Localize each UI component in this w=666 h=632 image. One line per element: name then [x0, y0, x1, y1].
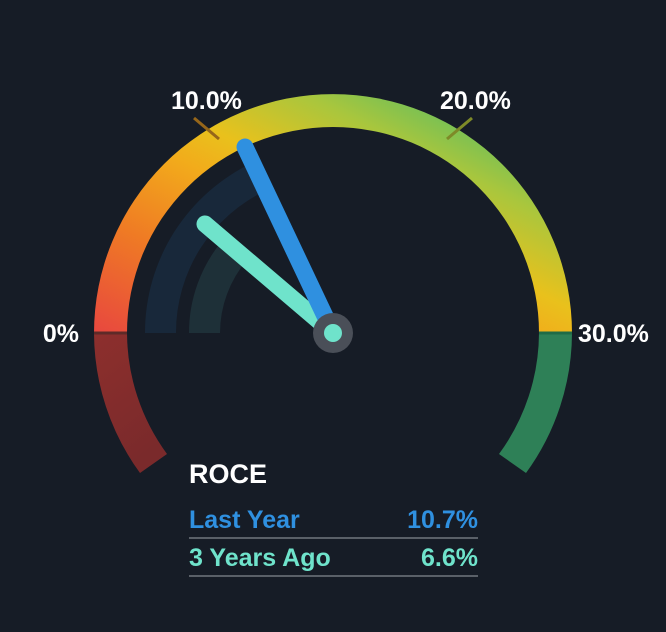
axis-label-20: 20.0% [440, 87, 511, 115]
band-last-year [144, 162, 267, 333]
band-three-years-ago [188, 241, 247, 333]
gauge-legend: ROCE Last Year 10.7% 3 Years Ago 6.6% [189, 459, 478, 577]
axis-label-0: 0% [43, 320, 79, 348]
legend-label-three-years-ago: 3 Years Ago [189, 544, 331, 572]
axis-label-30: 30.0% [578, 320, 649, 348]
axis-label-10: 10.0% [171, 87, 242, 115]
gauge-inner-bands [144, 162, 267, 333]
legend-value-last-year: 10.7% [407, 506, 478, 534]
page-title: ROCE [189, 459, 267, 489]
legend-label-last-year: Last Year [189, 506, 300, 534]
gauge-scale-arc [94, 94, 572, 473]
tick-mark-10 [193, 116, 220, 141]
scale-arc-over-max-segment [499, 333, 572, 473]
legend-value-three-years-ago: 6.6% [421, 544, 478, 572]
scale-arc-negative-segment [94, 333, 167, 473]
gauge-hub-inner [324, 324, 342, 342]
tick-mark-20 [446, 116, 473, 141]
scale-arc-colored [94, 94, 572, 333]
needle-last-year [236, 138, 342, 342]
gauge-needles [196, 138, 353, 353]
needle-three-years-ago [196, 215, 342, 342]
